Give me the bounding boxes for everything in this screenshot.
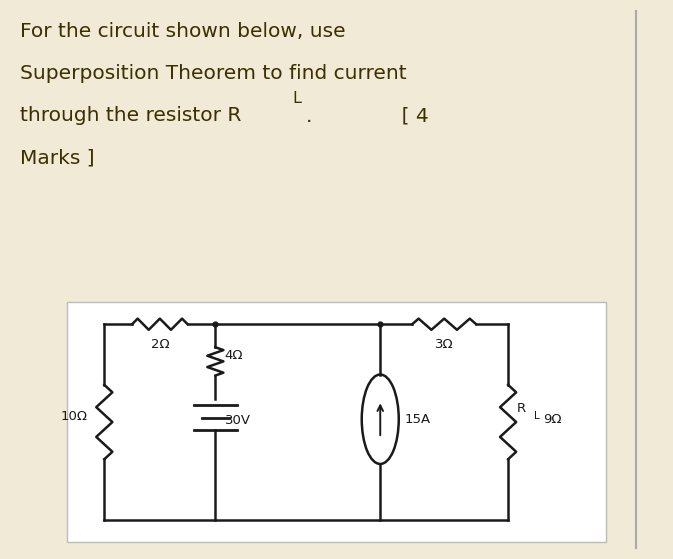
- Text: Marks ]: Marks ]: [20, 148, 95, 167]
- Text: Superposition Theorem to find current: Superposition Theorem to find current: [20, 64, 406, 83]
- Text: 15A: 15A: [404, 413, 430, 426]
- Text: 4Ω: 4Ω: [224, 349, 242, 362]
- Text: R: R: [517, 401, 526, 415]
- Text: .              [ 4: . [ 4: [306, 106, 429, 125]
- FancyBboxPatch shape: [67, 302, 606, 542]
- Text: through the resistor R: through the resistor R: [20, 106, 242, 125]
- Text: 9Ω: 9Ω: [543, 413, 561, 426]
- Text: 10Ω: 10Ω: [61, 410, 87, 423]
- Text: 2Ω: 2Ω: [151, 338, 169, 351]
- Text: L: L: [534, 411, 540, 421]
- Text: 3Ω: 3Ω: [435, 338, 454, 351]
- Text: For the circuit shown below, use: For the circuit shown below, use: [20, 22, 346, 41]
- Text: 30V: 30V: [225, 414, 252, 427]
- Text: L: L: [293, 91, 302, 106]
